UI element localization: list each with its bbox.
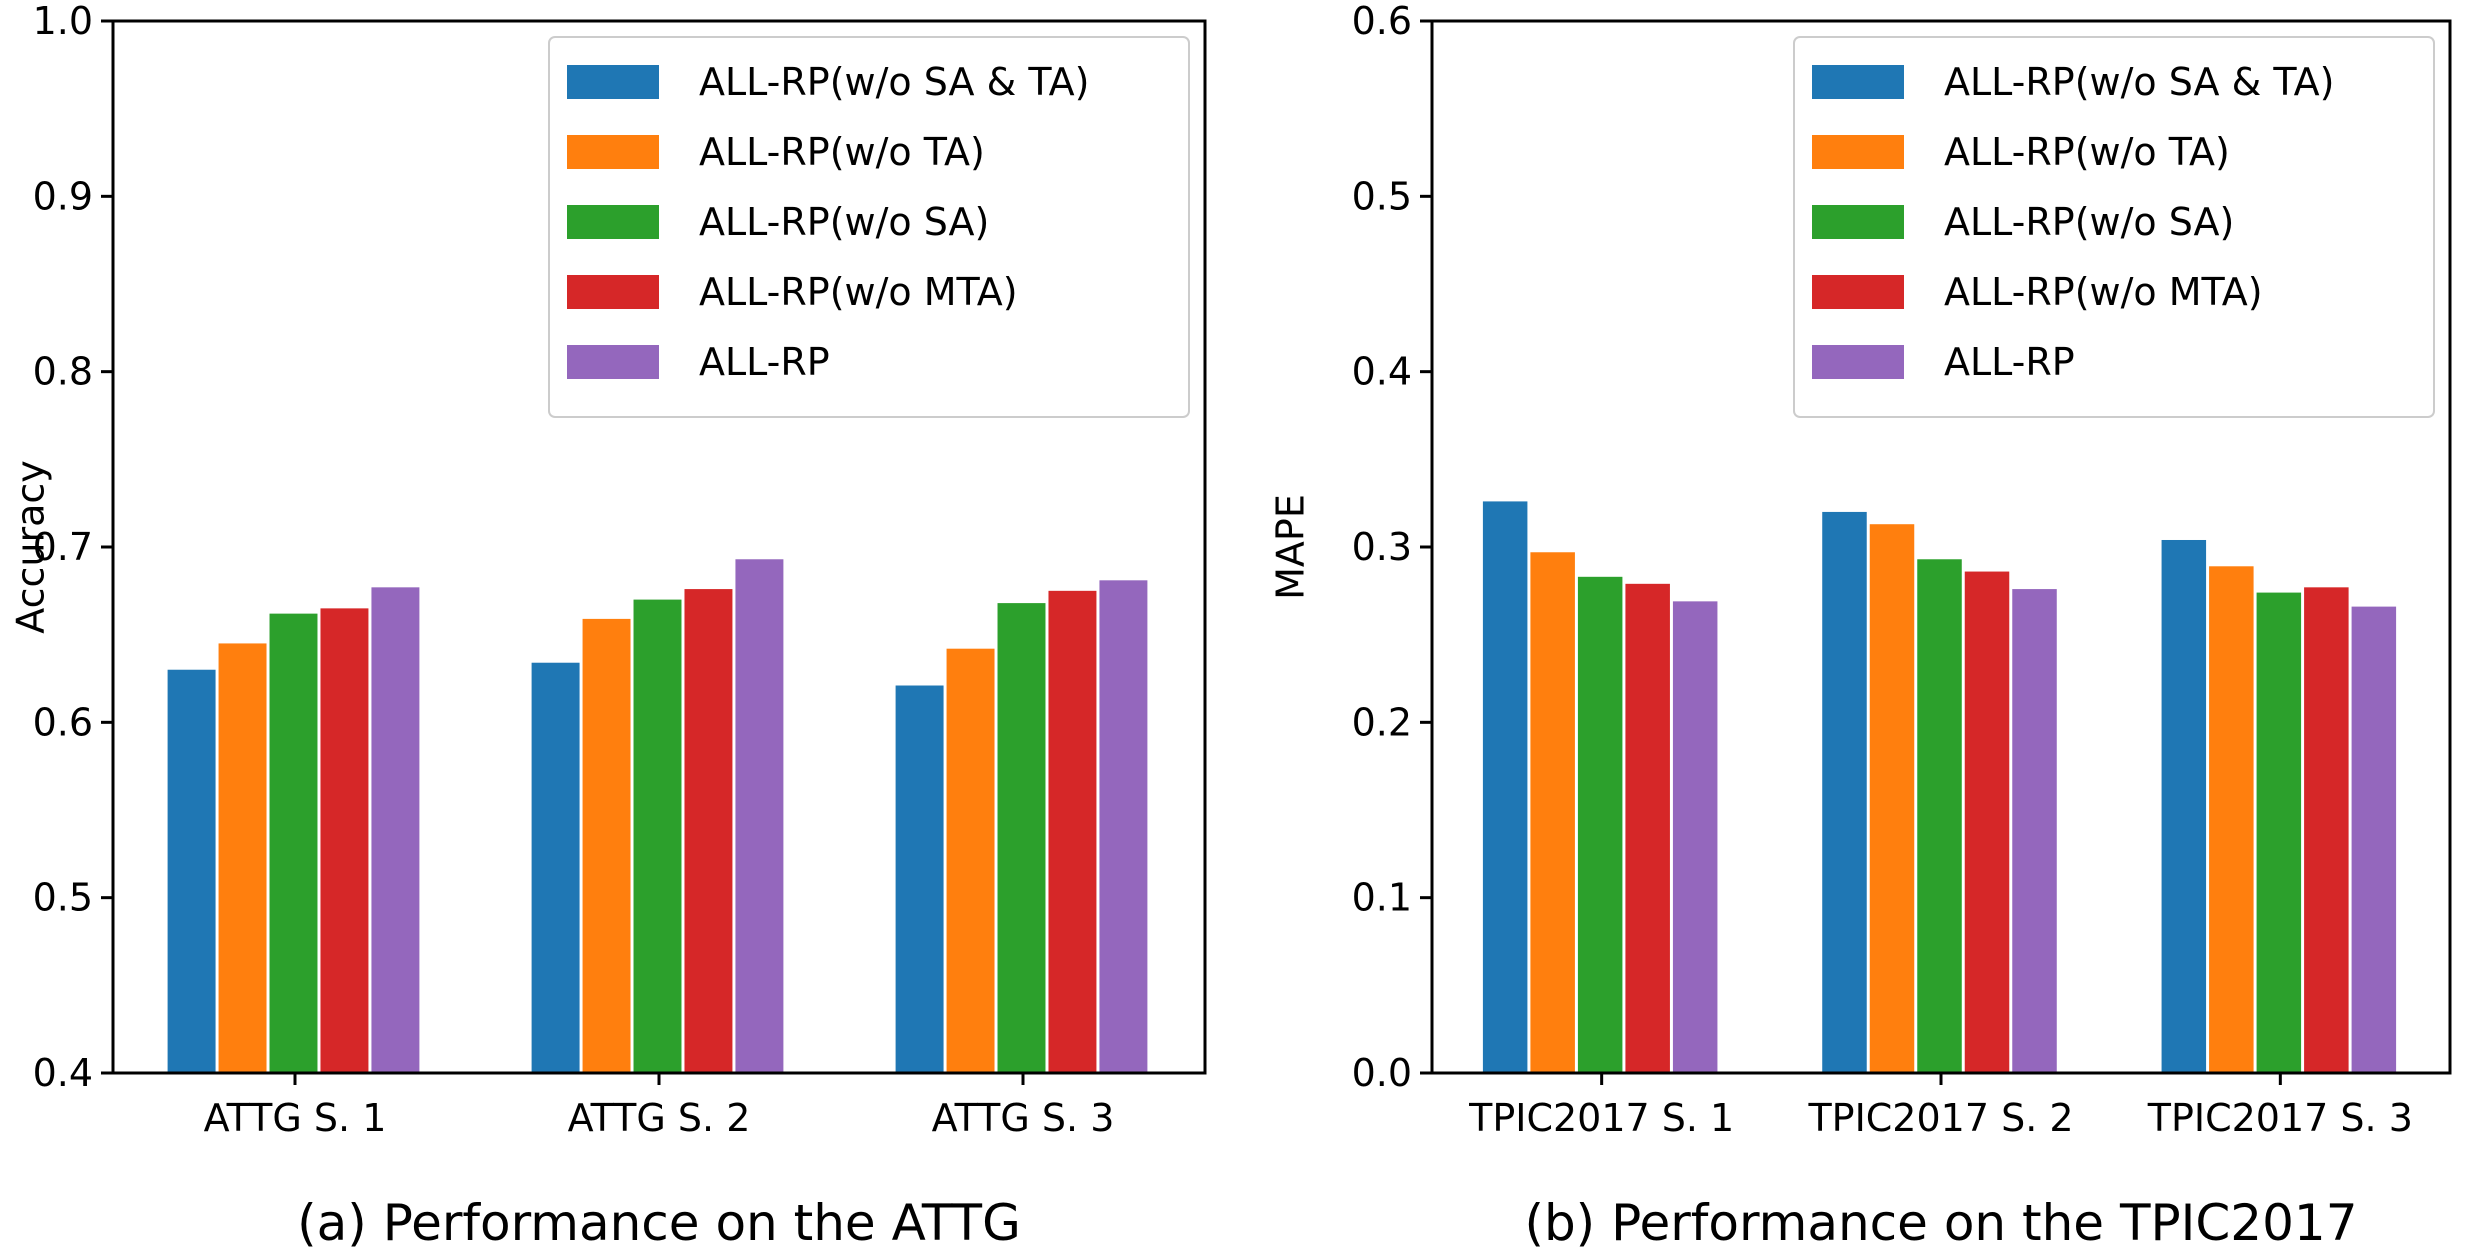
y-tick-label: 0.8 [33,350,93,394]
y-tick-label: 0.7 [33,525,93,569]
series-2 [1530,524,2254,1073]
bar [371,587,420,1073]
bar [1482,501,1528,1073]
series-5 [371,559,1148,1073]
legend-entry: ALL-RP(w/o SA) [1944,200,2234,244]
bar [1869,524,1915,1073]
bar [2304,587,2349,1073]
bar [1625,583,1670,1073]
bar [1672,601,1718,1073]
bar [633,599,682,1073]
bar [582,618,631,1073]
y-axis-label: Accuracy [8,460,52,634]
legend-entry: ALL-RP(w/o TA) [699,130,985,174]
x-axis: TPIC2017 S. 1 TPIC2017 S. 2 TPIC2017 S. 3 [1468,1073,2413,1140]
legend-swatch [1812,205,1904,239]
bar [531,662,580,1073]
y-tick-label: 0.1 [1352,876,1412,920]
bar [946,648,995,1073]
bar [218,643,267,1073]
y-tick-label: 0.3 [1352,525,1412,569]
bar [895,685,944,1073]
legend-entry: ALL-RP(w/o SA & TA) [1944,60,2334,104]
bar [269,613,318,1073]
y-tick-label: 0.6 [33,700,93,744]
x-tick-label: TPIC2017 S. 2 [1807,1096,2073,1140]
legend: ALL-RP(w/o SA & TA) ALL-RP(w/o TA) ALL-RP(… [548,36,1190,418]
legend-entry: ALL-RP(w/o TA) [1944,130,2230,174]
y-tick-label: 0.4 [1352,350,1412,394]
bar [1099,580,1148,1073]
legend-entry: ALL-RP(w/o MTA) [699,270,1018,314]
series-3 [1577,559,2302,1073]
legend-swatch [1812,275,1904,309]
y-tick-label: 0.9 [33,174,93,218]
legend-swatch [1812,345,1904,379]
bar [2256,592,2302,1073]
series-1 [1482,501,2207,1073]
legend-swatch [567,65,659,99]
legend-swatch [1812,65,1904,99]
x-tick-label: ATTG S. 2 [568,1096,751,1140]
bar [1917,559,1962,1073]
series-5 [1672,589,2397,1073]
y-tick-label: 0.6 [1352,0,1412,43]
y-tick-label: 0.0 [1352,1051,1412,1095]
legend-swatch [1812,135,1904,169]
y-tick-label: 0.4 [33,1051,93,1095]
bar [1822,511,1867,1073]
bar [1530,552,1575,1073]
x-tick-label: TPIC2017 S. 3 [2147,1096,2413,1140]
bar [2161,539,2207,1073]
bar [2351,606,2397,1073]
bar [167,669,216,1073]
series-2 [218,618,995,1073]
legend-swatch [567,345,659,379]
legend: ALL-RP(w/o SA & TA) ALL-RP(w/o TA) ALL-RP(… [1793,36,2435,418]
legend-entry: ALL-RP(w/o MTA) [1944,270,2263,314]
bar [2012,589,2057,1073]
panel-caption: (b) Performance on the TPIC2017 [1524,1194,2357,1252]
bar [684,589,733,1073]
bar [1048,590,1097,1073]
y-tick-label: 0.5 [33,876,93,920]
x-tick-label: TPIC2017 S. 1 [1468,1096,1734,1140]
bars [167,559,1148,1073]
bar [320,608,369,1073]
legend-entry: ALL-RP [699,340,830,384]
x-tick-label: ATTG S. 3 [932,1096,1115,1140]
legend-entry: ALL-RP(w/o SA & TA) [699,60,1089,104]
bar [735,559,784,1073]
legend-swatch [567,205,659,239]
legend-box [1793,36,2435,418]
series-3 [269,599,1046,1073]
y-tick-label: 0.2 [1352,700,1412,744]
bar [2209,566,2254,1073]
bar [1577,576,1623,1073]
legend-entry: ALL-RP(w/o SA) [699,200,989,244]
series-4 [320,589,1097,1073]
y-axis: 0.4 0.5 0.6 0.7 0.8 0.9 1.0 [33,0,113,1095]
y-axis-label: MAPE [1268,494,1312,600]
y-axis: 0.0 0.1 0.2 0.3 0.4 0.5 0.6 [1352,0,1432,1095]
y-tick-label: 0.5 [1352,174,1412,218]
y-tick-label: 1.0 [33,0,93,43]
series-1 [167,662,944,1073]
bar [997,603,1046,1073]
x-axis: ATTG S. 1 ATTG S. 2 ATTG S. 3 [204,1073,1115,1140]
legend-swatch [567,135,659,169]
bar [1964,571,2010,1073]
bars [1482,501,2397,1073]
legend-swatch [567,275,659,309]
series-4 [1625,571,2349,1073]
x-tick-label: ATTG S. 1 [204,1096,387,1140]
legend-box [548,36,1190,418]
panel-caption: (a) Performance on the ATTG [297,1194,1021,1252]
legend-entry: ALL-RP [1944,340,2075,384]
